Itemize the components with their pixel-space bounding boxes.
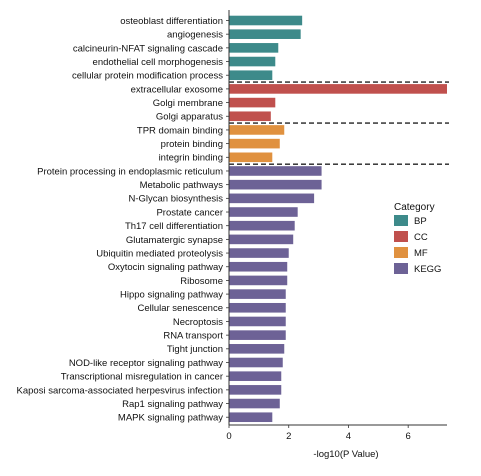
bar [229,234,294,245]
x-tick-label: 6 [406,431,411,442]
bar [229,344,285,354]
bar [229,70,273,81]
category-label: MAPK signaling pathway [118,413,223,424]
legend-label: MF [414,248,428,259]
bar [229,193,315,204]
category-label: RNA transport [163,331,223,342]
legend-label: CC [414,232,428,243]
category-label: Prostate cancer [156,207,223,218]
bar [229,43,279,53]
bar [229,357,283,368]
x-tick-label: 0 [226,431,231,442]
category-label: Cellular senescence [137,303,223,314]
bar [229,220,295,231]
bar [229,330,286,340]
bar [229,56,276,67]
bar [229,275,288,286]
bar [229,316,286,327]
x-tick-label: 2 [286,431,291,442]
category-label: Glutamatergic synapse [126,235,223,246]
x-tick-label: 4 [346,431,351,442]
legend-label: KEGG [414,264,441,275]
category-label: Rap1 signaling pathway [122,399,223,410]
category-label: Ribosome [180,276,223,287]
legend-label: BP [414,216,427,227]
category-label: angiogenesis [167,30,223,41]
bars-layer [229,15,447,423]
bar [229,261,288,272]
x-axis-title: -log10(P Value) [313,449,378,460]
category-label: Golgi apparatus [156,112,223,123]
legend-swatch [394,215,408,226]
legend: Category BP CC MF KEGG [394,202,441,275]
bar [229,412,273,423]
category-label: Golgi membrane [153,98,223,109]
category-label: Tight junction [167,344,223,355]
bar [229,152,273,163]
bar [229,289,286,299]
category-separators [229,81,449,165]
category-label: Transcriptional misregulation in cancer [61,372,223,383]
category-labels: osteoblast differentiation angiogenesis ca… [17,16,229,424]
category-label: Th17 cell differentiation [125,221,223,232]
bar [229,166,322,176]
category-label: protein binding [161,139,223,150]
legend-swatch [394,247,408,258]
bar [229,371,282,381]
legend-swatch [394,231,408,242]
bar [229,302,286,313]
category-label: endothelial cell morphogenesis [93,57,224,68]
bar [229,97,276,108]
bar [229,385,282,395]
category-label: extracellular exosome [131,84,223,95]
bar [229,179,322,190]
category-label: integrin binding [159,153,223,164]
bar [229,248,289,258]
category-label: TPR domain binding [137,125,223,136]
category-label: osteoblast differentiation [120,16,223,27]
bar [229,29,301,39]
bar [229,84,447,94]
bar [229,125,285,135]
bar [229,138,280,149]
legend-title: Category [394,202,435,213]
category-label: NOD-like receptor signaling pathway [69,358,223,369]
bar [229,111,271,122]
category-label: Protein processing in endoplasmic reticu… [37,166,223,177]
category-label: Hippo signaling pathway [120,290,223,301]
bar [229,207,298,217]
category-label: N-Glycan biosynthesis [128,194,223,205]
x-axis: 0 2 4 6 [226,10,447,442]
category-label: Necroptosis [173,317,223,328]
category-label: Metabolic pathways [140,180,224,191]
legend-swatch [394,263,408,274]
category-label: calcineurin-NFAT signaling cascade [73,43,223,54]
category-label: Ubiquitin mediated proteolysis [96,248,223,259]
bar [229,398,280,409]
bar [229,15,303,26]
category-label: Oxytocin signaling pathway [108,262,223,273]
category-label: cellular protein modification process [72,71,223,82]
category-label: Kaposi sarcoma-associated herpesvirus in… [17,385,223,396]
